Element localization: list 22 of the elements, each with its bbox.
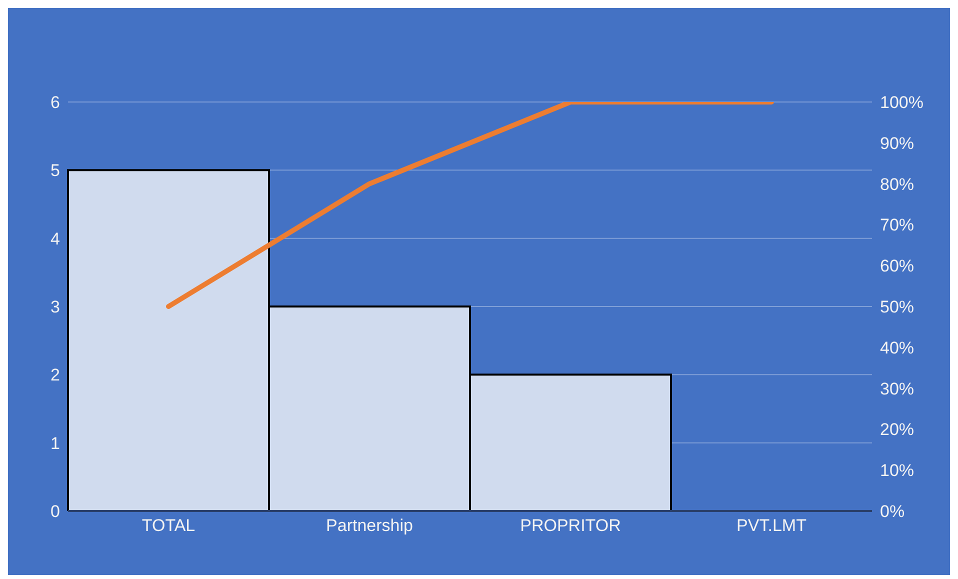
x-tick-label: PVT.LMT xyxy=(736,516,806,536)
y-tick-label: 5 xyxy=(50,161,60,180)
x-tick-label: TOTAL xyxy=(142,516,196,536)
y2-tick-label: 50% xyxy=(880,298,914,317)
x-tick-label: Partnership xyxy=(326,516,413,536)
y2-tick-label: 30% xyxy=(880,379,914,398)
y2-tick-label: 40% xyxy=(880,338,914,358)
y2-tick-label: 90% xyxy=(880,134,914,153)
y-tick-label: 6 xyxy=(50,93,60,112)
x-tick-label: PROPRITOR xyxy=(520,516,621,536)
y-tick-label: 4 xyxy=(50,229,60,248)
y2-tick-label: 70% xyxy=(880,216,914,235)
y2-tick-label: 100% xyxy=(880,93,924,112)
y2-tick-label: 80% xyxy=(880,174,914,194)
y-tick-label: 3 xyxy=(50,298,60,317)
y2-tick-label: 60% xyxy=(880,256,914,276)
y2-tick-label: 10% xyxy=(880,461,914,480)
y2-tick-label: 20% xyxy=(880,420,914,440)
y-tick-label: 2 xyxy=(50,366,60,385)
y-tick-label: 1 xyxy=(50,434,60,453)
y-tick-label: 0 xyxy=(50,502,60,522)
y2-tick-label: 0% xyxy=(880,502,905,522)
